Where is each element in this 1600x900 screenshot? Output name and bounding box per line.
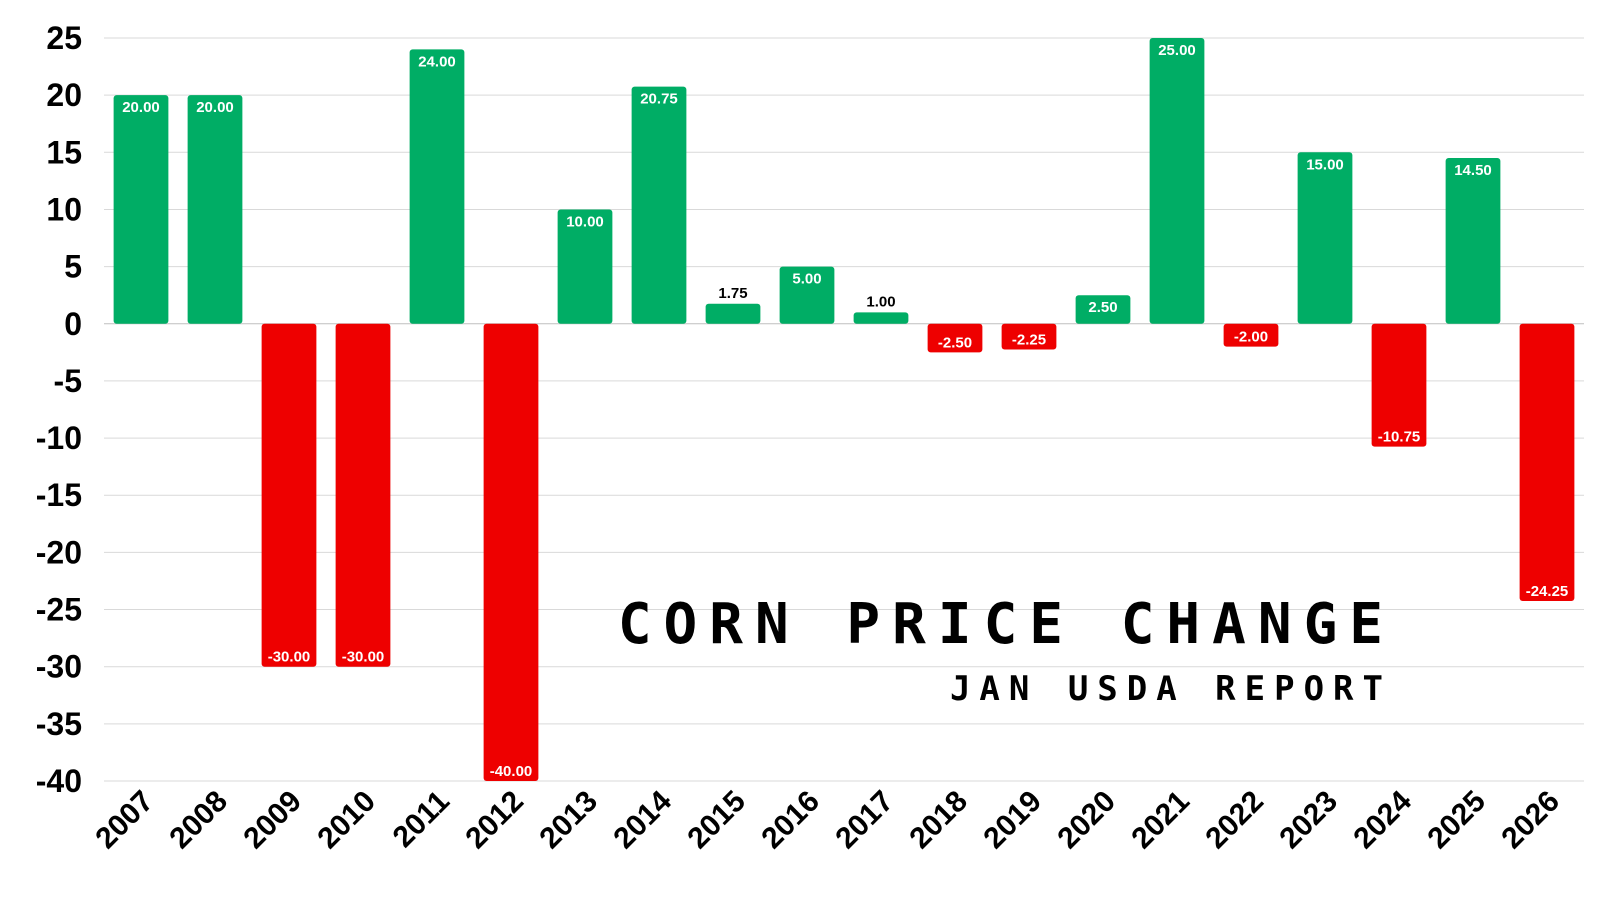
data-label-2025: 14.50 [1454, 162, 1492, 179]
bar-2019 [1001, 323, 1057, 350]
y-tick-label: 20 [46, 77, 82, 113]
bar-2021 [1149, 38, 1205, 324]
data-label-2017: 1.00 [866, 293, 895, 310]
x-tick-label: 2023 [1273, 785, 1344, 856]
y-tick-label: 15 [46, 134, 82, 170]
y-tick-label: -40 [36, 763, 82, 799]
x-tick-label: 2014 [607, 784, 678, 855]
y-tick-label: 25 [46, 20, 82, 56]
data-label-2023: 15.00 [1306, 156, 1344, 173]
x-tick-label: 2025 [1421, 785, 1492, 856]
bar-2026 [1519, 323, 1575, 601]
data-label-2007: 20.00 [122, 99, 160, 116]
data-label-2008: 20.00 [196, 99, 234, 116]
chart-subtitle: JAN USDA REPORT [950, 669, 1392, 709]
bar-2023 [1297, 152, 1353, 324]
data-label-2018: -2.50 [938, 334, 972, 351]
bar-2011 [409, 49, 465, 324]
x-tick-label: 2010 [311, 785, 382, 856]
y-tick-label: 10 [46, 191, 82, 227]
bar-2012 [483, 323, 539, 781]
y-tick-label: -35 [36, 706, 82, 742]
x-tick-label: 2009 [237, 785, 308, 856]
x-tick-label: 2019 [977, 785, 1048, 856]
bar-2024 [1371, 323, 1427, 447]
y-tick-label: -5 [54, 363, 82, 399]
data-label-2013: 10.00 [566, 213, 604, 230]
data-label-2022: -2.00 [1234, 329, 1268, 346]
data-label-2020: 2.50 [1088, 299, 1117, 316]
y-tick-label: -10 [36, 420, 82, 456]
bar-2007 [113, 95, 169, 324]
x-tick-label: 2008 [163, 785, 234, 856]
x-tick-label: 2021 [1125, 785, 1196, 856]
x-tick-label: 2017 [829, 785, 900, 856]
y-axis-ticks: 25 20 15 10 5 0 -5 -10 -15 -20 -25 -30 -35 -40 [36, 20, 82, 799]
data-labels: 20.00 20.00 -30.00 -30.00 24.00 -40.00 10.00 20… [122, 42, 1568, 780]
bar-2015 [705, 303, 761, 324]
bar-2025 [1445, 158, 1501, 324]
data-label-2011: 24.00 [418, 53, 456, 70]
bar-2020 [1075, 295, 1131, 324]
y-tick-label: -25 [36, 592, 82, 628]
bar-2014 [631, 86, 687, 324]
y-tick-label: 0 [64, 306, 82, 342]
data-label-2021: 25.00 [1158, 42, 1196, 59]
y-tick-label: 5 [64, 249, 82, 285]
x-tick-label: 2020 [1051, 785, 1122, 856]
bar-2010 [335, 323, 391, 667]
chart-title: CORN PRICE CHANGE [618, 592, 1395, 657]
x-tick-label: 2012 [459, 785, 530, 856]
x-tick-label: 2015 [681, 785, 752, 856]
data-label-2014: 20.75 [640, 91, 678, 108]
y-tick-label: -20 [36, 534, 82, 570]
bar-2009 [261, 323, 317, 667]
x-axis-ticks: 2007 2008 2009 2010 2011 2012 2013 2014 2015 2016… [89, 784, 1566, 855]
bar-2013 [557, 209, 613, 324]
bar-2022 [1223, 323, 1279, 347]
x-tick-label: 2018 [903, 785, 974, 856]
x-tick-label: 2024 [1347, 784, 1418, 855]
y-tick-label: -30 [36, 649, 82, 685]
x-tick-label: 2022 [1199, 785, 1270, 856]
data-label-2016: 5.00 [792, 271, 821, 288]
bar-2018 [927, 323, 983, 353]
x-tick-label: 2007 [89, 785, 160, 856]
data-label-2026: -24.25 [1526, 583, 1569, 600]
bar-2017 [853, 312, 909, 324]
bar-2008 [187, 95, 243, 324]
data-label-2019: -2.25 [1012, 331, 1046, 348]
data-label-2010: -30.00 [342, 649, 385, 666]
x-tick-label: 2013 [533, 785, 604, 856]
data-label-2024: -10.75 [1378, 429, 1421, 446]
x-tick-label: 2011 [387, 785, 456, 854]
bars [113, 38, 1575, 781]
x-tick-label: 2016 [755, 785, 826, 856]
data-label-2015: 1.75 [718, 285, 747, 302]
data-label-2012: -40.00 [490, 763, 533, 780]
y-tick-label: -15 [36, 477, 82, 513]
bar-2016 [779, 266, 835, 324]
data-label-2009: -30.00 [268, 649, 311, 666]
x-tick-label: 2026 [1495, 785, 1566, 856]
